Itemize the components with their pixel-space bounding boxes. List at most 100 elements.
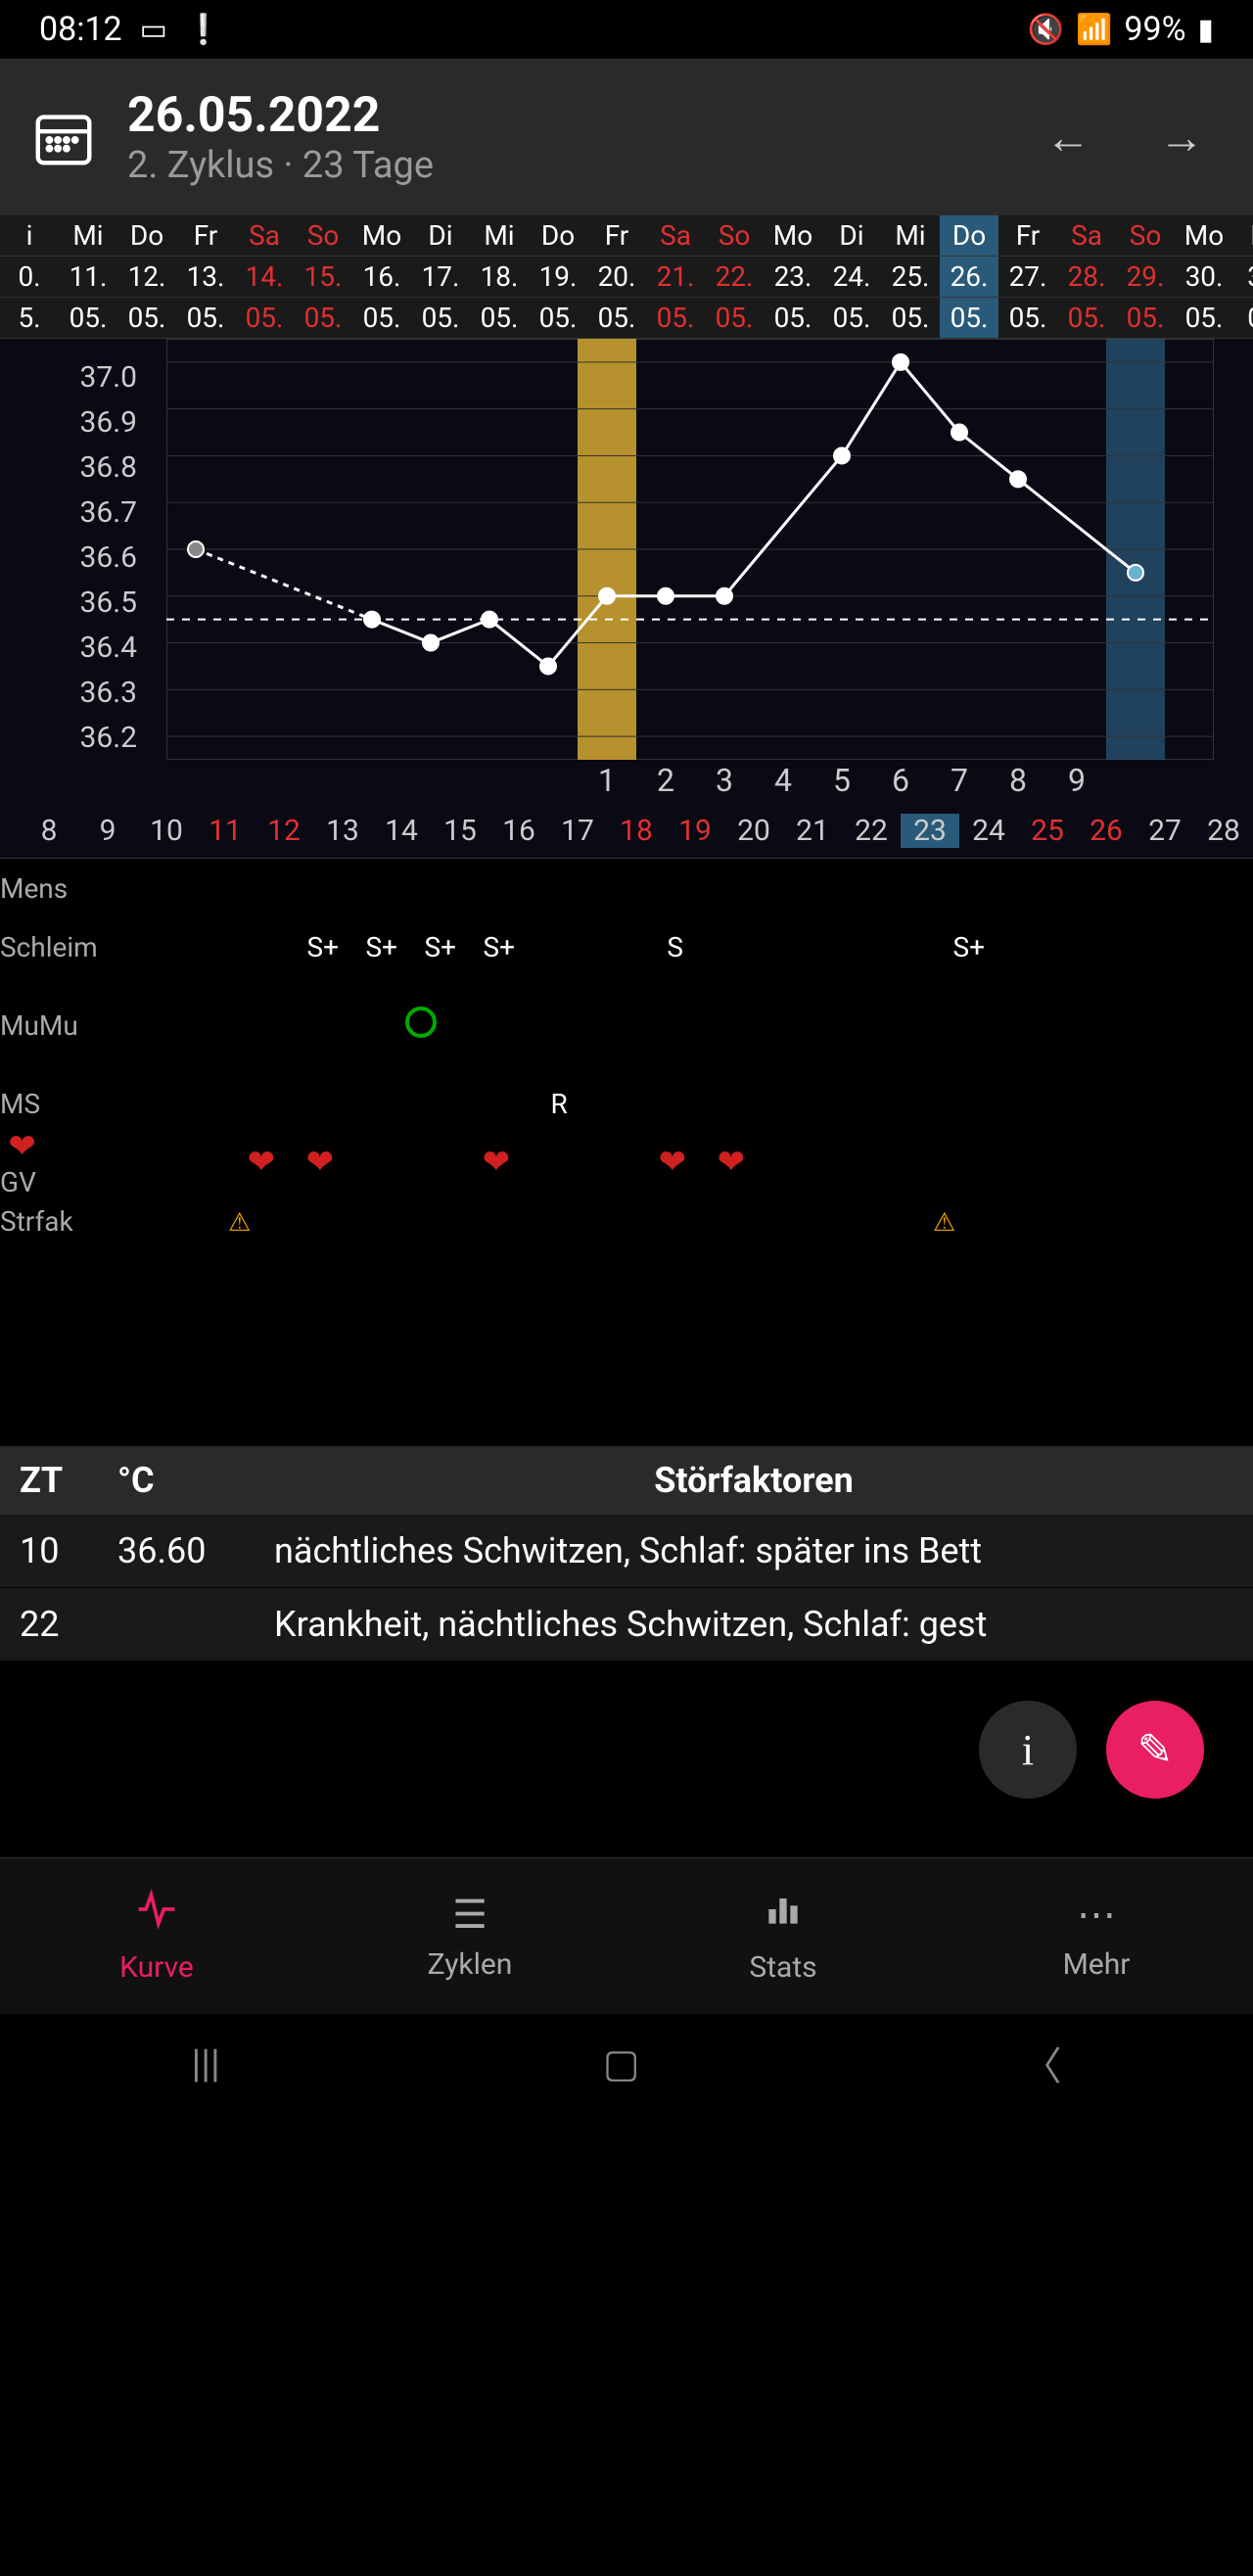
cycle-day[interactable]: 17 <box>548 814 607 848</box>
cal-cell[interactable]: Fr <box>587 215 646 256</box>
cal-cell[interactable]: So <box>1116 215 1175 256</box>
sym-cell[interactable] <box>176 931 235 963</box>
sym-cell[interactable] <box>626 1007 685 1045</box>
sym-cell[interactable] <box>979 1007 1038 1045</box>
sym-cell[interactable] <box>996 1143 1054 1182</box>
table-row[interactable]: 22 Krankheit, nächtliches Schwitzen, Sch… <box>0 1588 1253 1662</box>
cal-cell[interactable]: i <box>0 215 59 256</box>
cal-cell[interactable]: 23. <box>764 257 822 297</box>
sym-cell[interactable] <box>93 1205 152 1238</box>
sym-cell[interactable] <box>115 1143 173 1182</box>
sym-cell[interactable] <box>1233 931 1253 963</box>
sym-cell[interactable] <box>937 1143 996 1182</box>
prev-button[interactable]: ← <box>1026 111 1110 164</box>
sym-cell[interactable] <box>798 1205 857 1238</box>
sym-cell[interactable] <box>920 1007 979 1045</box>
cal-cell[interactable]: 16. <box>352 257 411 297</box>
sym-cell[interactable] <box>584 1143 643 1182</box>
cal-cell[interactable]: 05. <box>529 298 587 338</box>
sym-cell[interactable] <box>706 1088 765 1120</box>
sym-cell[interactable] <box>274 1007 333 1045</box>
cal-cell[interactable]: 11. <box>59 257 117 297</box>
sym-cell[interactable] <box>744 1007 803 1045</box>
cal-cell[interactable]: 05. <box>411 298 470 338</box>
cal-cell[interactable]: Do <box>940 215 998 256</box>
sym-cell[interactable] <box>861 1007 920 1045</box>
nav-mehr[interactable]: ⋯Mehr <box>940 1858 1253 2014</box>
sym-cell[interactable] <box>408 1143 467 1182</box>
sym-cell[interactable] <box>764 931 822 963</box>
sym-cell[interactable]: ❤ <box>467 1143 526 1182</box>
sym-cell[interactable] <box>941 1088 999 1120</box>
sym-cell[interactable]: ⚠ <box>915 1205 974 1238</box>
table-row[interactable]: 10 36.60 nächtliches Schwitzen, Schlaf: … <box>0 1515 1253 1588</box>
sym-cell[interactable] <box>1038 1007 1096 1045</box>
cal-cell[interactable]: 05. <box>764 298 822 338</box>
sym-cell[interactable] <box>705 931 764 963</box>
sym-cell[interactable] <box>819 1143 878 1182</box>
cal-cell[interactable]: Mo <box>352 215 411 256</box>
cal-cell[interactable]: 31 <box>1233 257 1253 297</box>
temperature-chart[interactable]: 37.036.936.836.736.636.536.436.336.2 123… <box>0 339 1253 858</box>
sym-cell[interactable] <box>60 1088 118 1120</box>
cal-cell[interactable]: Fr <box>176 215 235 256</box>
sym-cell[interactable] <box>235 931 294 963</box>
cycle-day[interactable]: 27 <box>1136 814 1194 848</box>
cycle-day[interactable]: 26 <box>1077 814 1136 848</box>
sym-cell[interactable]: R <box>530 1088 588 1120</box>
cal-cell[interactable]: Do <box>529 215 587 256</box>
sym-cell[interactable] <box>504 1205 563 1238</box>
calendar-icon[interactable] <box>29 103 98 171</box>
sym-cell[interactable]: ❤ <box>291 1143 349 1182</box>
home-button[interactable]: ▢ <box>583 2021 660 2106</box>
cycle-day[interactable]: 22 <box>842 814 901 848</box>
sym-cell[interactable] <box>529 931 587 963</box>
cal-cell[interactable]: 28. <box>1057 257 1116 297</box>
cal-cell[interactable]: 30. <box>1175 257 1233 297</box>
sym-cell[interactable] <box>215 1007 274 1045</box>
cycle-day[interactable]: 10 <box>137 814 196 848</box>
sym-cell[interactable] <box>177 1088 236 1120</box>
sym-cell[interactable] <box>333 1007 392 1045</box>
cycle-day[interactable]: 11 <box>196 814 255 848</box>
sym-cell[interactable] <box>999 1088 1058 1120</box>
cal-cell[interactable]: 22. <box>705 257 764 297</box>
cycle-day[interactable]: 8 <box>20 814 78 848</box>
sym-cell[interactable] <box>622 1205 680 1238</box>
cal-cell[interactable]: Mo <box>764 215 822 256</box>
cycle-day[interactable]: 19 <box>666 814 724 848</box>
cal-cell[interactable]: Mi <box>881 215 940 256</box>
cal-cell[interactable]: 21. <box>646 257 705 297</box>
sym-cell[interactable] <box>563 1205 622 1238</box>
sym-cell[interactable] <box>1150 1205 1209 1238</box>
sym-cell[interactable] <box>823 1088 882 1120</box>
sym-cell[interactable] <box>680 1205 739 1238</box>
cycle-day[interactable]: 14 <box>372 814 431 848</box>
cal-cell[interactable]: Mi <box>470 215 529 256</box>
cal-cell[interactable]: 05. <box>176 298 235 338</box>
sym-cell[interactable] <box>269 1205 328 1238</box>
sym-cell[interactable] <box>647 1088 706 1120</box>
cal-cell[interactable]: 5. <box>0 298 59 338</box>
cal-cell[interactable]: 05. <box>646 298 705 338</box>
sym-cell[interactable] <box>509 1007 568 1045</box>
info-button[interactable]: i <box>979 1701 1077 1799</box>
sym-cell[interactable] <box>56 1143 115 1182</box>
cal-cell[interactable]: Fr <box>998 215 1057 256</box>
sym-cell[interactable] <box>387 1205 445 1238</box>
sym-cell[interactable] <box>328 1205 387 1238</box>
sym-cell[interactable] <box>1116 931 1175 963</box>
sym-cell[interactable] <box>822 931 881 963</box>
cal-cell[interactable]: 14. <box>235 257 294 297</box>
cal-cell[interactable]: 05 <box>1233 298 1253 338</box>
cycle-day[interactable]: 24 <box>959 814 1018 848</box>
sym-cell[interactable] <box>1155 1007 1214 1045</box>
sym-cell[interactable] <box>1058 1088 1117 1120</box>
sym-cell[interactable]: S+ <box>411 931 470 963</box>
cycle-day[interactable]: 28 <box>1194 814 1253 848</box>
sym-cell[interactable] <box>974 1205 1033 1238</box>
cal-cell[interactable]: Di <box>1233 215 1253 256</box>
sym-cell[interactable] <box>857 1205 915 1238</box>
sym-cell[interactable] <box>1091 1205 1150 1238</box>
cal-cell[interactable]: 05. <box>352 298 411 338</box>
